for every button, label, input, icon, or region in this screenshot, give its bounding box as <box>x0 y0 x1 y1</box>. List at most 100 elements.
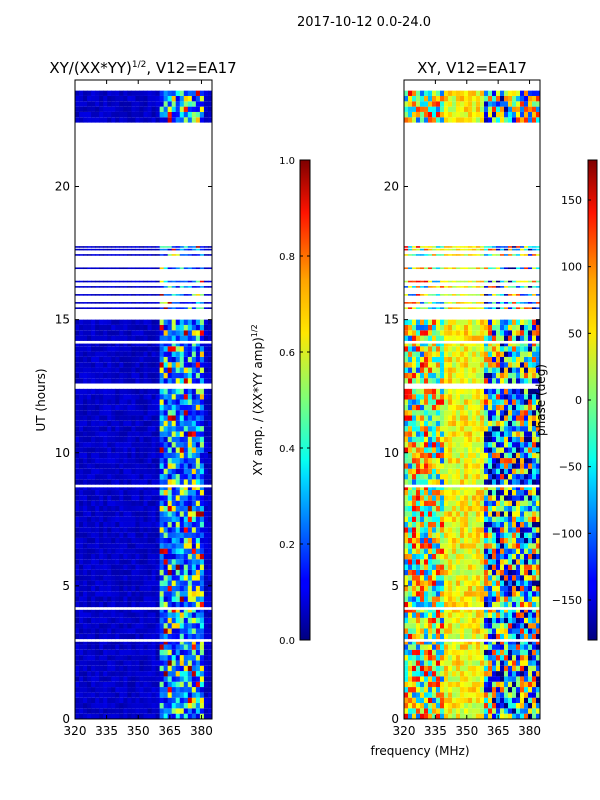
phase-heatmap-cell <box>464 665 469 672</box>
amplitude-heatmap-cell <box>171 90 177 96</box>
amplitude-heatmap-cell <box>143 95 149 102</box>
amplitude-heatmap-cell <box>191 580 197 586</box>
amplitude-heatmap-cell <box>191 553 197 560</box>
phase-heatmap-cell <box>500 516 505 522</box>
amplitude-heatmap-cell <box>195 324 201 331</box>
amplitude-heatmap-cell <box>171 330 177 336</box>
amplitude-heatmap-cell <box>183 649 189 656</box>
amplitude-heatmap-cell <box>107 671 112 677</box>
phase-heatmap-cell <box>488 649 493 656</box>
amplitude-heatmap-cell <box>95 687 100 693</box>
phase-heatmap-cell <box>476 463 481 469</box>
amplitude-heatmap-cell <box>103 468 108 475</box>
amplitude-heatmap-cell <box>107 111 112 118</box>
phase-heatmap-cell <box>476 447 481 453</box>
phase-heatmap-cell <box>408 665 413 672</box>
amplitude-heatmap-cell <box>95 575 100 581</box>
amplitude-heatmap-cell <box>167 628 173 634</box>
phase-heatmap-cell <box>504 553 509 560</box>
amplitude-heatmap-cell <box>127 612 132 618</box>
phase-heatmap-cell <box>520 511 525 517</box>
amplitude-heatmap-row <box>75 527 212 533</box>
amplitude-heatmap-cell <box>187 641 193 645</box>
amplitude-heatmap-cell <box>151 330 157 336</box>
phase-heatmap-cell <box>444 580 449 586</box>
amplitude-heatmap-cell <box>147 367 153 373</box>
amplitude-heatmap-cell <box>111 394 116 400</box>
amplitude-heatmap-cell <box>119 623 124 629</box>
amplitude-heatmap-cell <box>207 372 212 379</box>
phase-heatmap-cell <box>452 644 457 650</box>
phase-heatmap-cell <box>528 596 533 602</box>
amplitude-heatmap-cell <box>175 628 181 634</box>
amplitude-heatmap-cell <box>95 324 100 331</box>
phase-heatmap-cell <box>424 585 429 592</box>
amplitude-heatmap-cell <box>183 452 189 459</box>
amplitude-heatmap-cell <box>95 633 100 640</box>
amplitude-heatmap-cell <box>135 708 140 714</box>
phase-heatmap-cell <box>416 596 421 602</box>
amplitude-heatmap-cell <box>159 713 165 719</box>
phase-heatmap-cell <box>496 511 501 517</box>
amplitude-heatmap-cell <box>127 601 132 608</box>
phase-heatmap-cell <box>504 601 509 608</box>
phase-heatmap-cell <box>512 612 517 618</box>
phase-heatmap-cell <box>480 537 485 544</box>
amplitude-heatmap-cell <box>159 307 165 309</box>
amplitude-heatmap-cell <box>79 356 84 363</box>
amplitude-heatmap-row <box>75 511 212 517</box>
amplitude-heatmap-cell <box>87 500 92 506</box>
amplitude-heatmap-cell <box>87 490 92 496</box>
amplitude-heatmap-cell <box>191 117 197 123</box>
amplitude-heatmap-cell <box>179 655 185 661</box>
phase-heatmap-cell <box>444 628 449 634</box>
amplitude-heatmap-cell <box>171 559 177 565</box>
amplitude-heatmap-cell <box>183 553 189 560</box>
amplitude-heatmap-cell <box>135 458 140 464</box>
amplitude-heatmap-cell <box>119 676 124 682</box>
amplitude-heatmap-cell <box>131 713 136 719</box>
amplitude-heatmap-cell <box>87 692 92 698</box>
amplitude-heatmap-cell <box>203 394 209 400</box>
phase-heatmap-cell <box>452 487 457 491</box>
amplitude-heatmap-cell <box>183 356 189 363</box>
phase-heatmap-cell <box>536 591 540 597</box>
phase-heatmap-cell <box>496 580 501 586</box>
phase-heatmap-cell <box>524 527 529 533</box>
amplitude-heatmap-cell <box>143 330 149 336</box>
phase-heatmap-cell <box>424 708 429 714</box>
phase-heatmap-cell <box>452 495 457 501</box>
amplitude-heatmap-cell <box>183 324 189 331</box>
amplitude-heatmap-cell <box>183 623 189 629</box>
amplitude-heatmap-cell <box>87 330 92 336</box>
amplitude-heatmap-cell <box>127 516 132 522</box>
amplitude-heatmap-cell <box>187 543 193 549</box>
amplitude-heatmap-cell <box>87 356 92 363</box>
phase-heatmap-cell <box>440 676 445 682</box>
phase-heatmap-cell <box>472 442 477 448</box>
amplitude-heatmap-cell <box>131 617 136 624</box>
amplitude-heatmap-cell <box>131 671 136 677</box>
phase-heatmap-cell <box>440 521 445 528</box>
phase-heatmap-cell <box>432 527 437 533</box>
phase-heatmap-cell <box>520 564 525 570</box>
phase-heatmap-cell <box>512 527 517 533</box>
amplitude-heatmap-cell <box>191 410 197 416</box>
amplitude-heatmap-cell <box>115 388 120 395</box>
phase-heatmap-cell <box>516 532 521 538</box>
amplitude-heatmap-cell <box>75 490 80 496</box>
amplitude-heatmap-cell <box>199 286 205 288</box>
phase-heatmap-cell <box>412 548 417 554</box>
amplitude-heatmap-cell <box>147 394 153 400</box>
phase-heatmap-cell <box>464 516 469 522</box>
phase-heatmap-row <box>404 671 540 677</box>
amplitude-heatmap-cell <box>119 655 124 661</box>
phase-heatmap-cell <box>432 575 437 581</box>
amplitude-heatmap-cell <box>95 335 100 341</box>
amplitude-heatmap-cell <box>159 280 165 283</box>
amplitude-heatmap-cell <box>167 343 173 347</box>
amplitude-heatmap-cell <box>139 362 144 368</box>
amplitude-heatmap-cell <box>123 532 128 538</box>
phase-heatmap-cell <box>428 575 433 581</box>
amplitude-heatmap-cell <box>79 617 84 624</box>
